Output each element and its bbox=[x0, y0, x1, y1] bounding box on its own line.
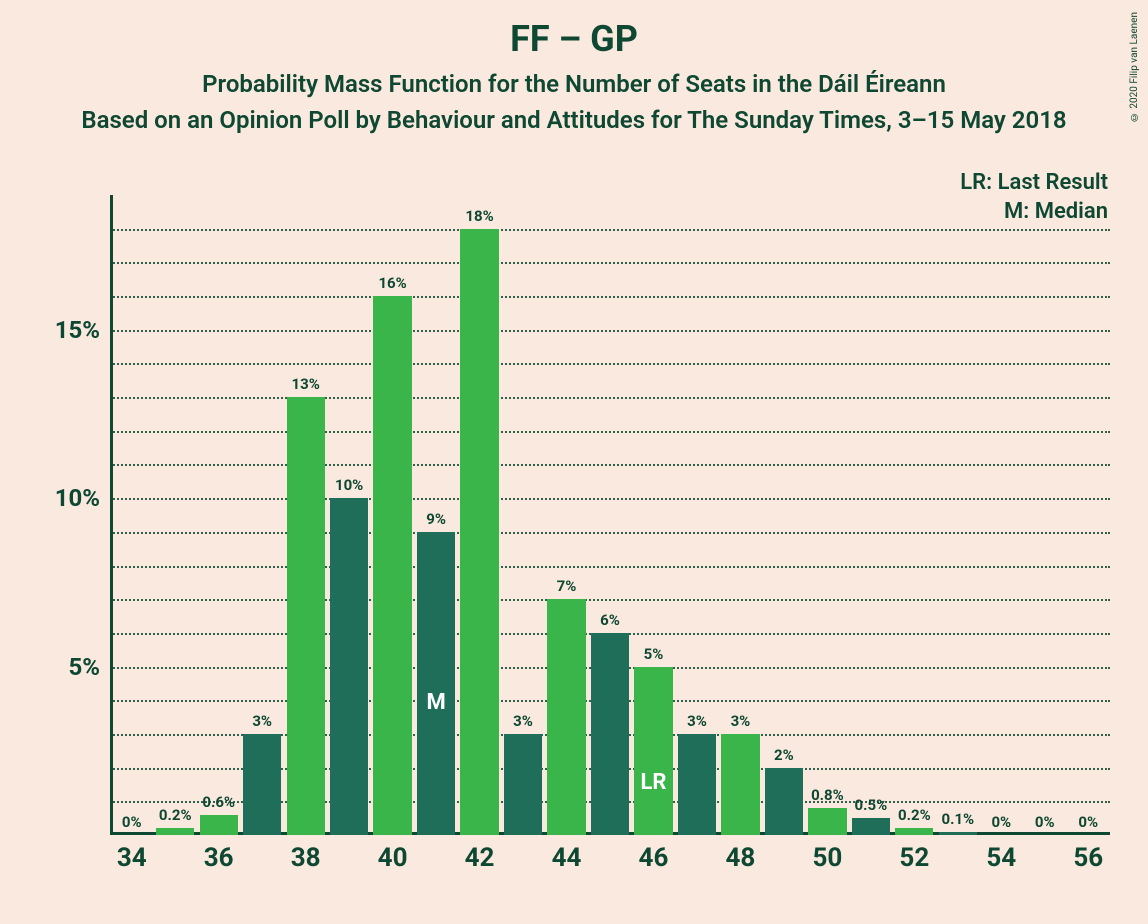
x-axis-tick-label: 40 bbox=[378, 843, 408, 873]
gridline-minor bbox=[110, 498, 1110, 500]
median-marker: M bbox=[426, 690, 445, 715]
chart-bar-label: 9% bbox=[426, 510, 446, 528]
chart-subtitle-1: Probability Mass Function for the Number… bbox=[0, 70, 1148, 98]
y-axis-tick-label: 5% bbox=[68, 653, 100, 681]
chart-bar bbox=[460, 229, 498, 835]
chart-bar bbox=[895, 828, 933, 835]
chart-bar bbox=[504, 734, 542, 835]
gridline-minor bbox=[110, 566, 1110, 568]
chart-titles: FF – GP Probability Mass Function for th… bbox=[0, 0, 1148, 134]
legend-last-result: LR: Last Result bbox=[960, 170, 1108, 195]
gridline-minor bbox=[110, 464, 1110, 466]
chart-bar-label: 13% bbox=[291, 375, 319, 393]
gridline-minor bbox=[110, 532, 1110, 534]
chart-bar-label: 0% bbox=[1078, 813, 1098, 831]
chart-bar bbox=[721, 734, 759, 835]
chart-title: FF – GP bbox=[0, 18, 1148, 60]
chart-bar-label: 3% bbox=[252, 712, 272, 730]
copyright-text: © 2020 Filip van Laenen bbox=[1129, 12, 1140, 122]
chart-bar-label: 0.2% bbox=[159, 806, 192, 824]
chart-bar-label: 0.6% bbox=[202, 793, 235, 811]
chart-subtitle-2: Based on an Opinion Poll by Behaviour an… bbox=[0, 106, 1148, 134]
chart-bar-label: 5% bbox=[644, 645, 664, 663]
chart-bar bbox=[330, 498, 368, 835]
gridline-minor bbox=[110, 363, 1110, 365]
chart-bar bbox=[200, 815, 238, 835]
chart-bar-label: 0.1% bbox=[941, 810, 974, 828]
chart-bar-label: 0% bbox=[991, 813, 1011, 831]
x-axis-tick-label: 44 bbox=[552, 843, 582, 873]
gridline-minor bbox=[110, 229, 1110, 231]
chart-bar bbox=[417, 532, 455, 835]
x-axis-tick-label: 38 bbox=[291, 843, 321, 873]
chart-bar bbox=[287, 397, 325, 835]
chart-bar-label: 3% bbox=[731, 712, 751, 730]
chart-bar bbox=[765, 768, 803, 835]
x-axis-tick-label: 56 bbox=[1073, 843, 1103, 873]
chart-bar bbox=[939, 832, 977, 835]
last-result-marker: LR bbox=[640, 770, 666, 795]
chart-bar-label: 0.8% bbox=[811, 786, 844, 804]
chart-bar bbox=[243, 734, 281, 835]
x-axis-tick-label: 34 bbox=[117, 843, 147, 873]
chart-bar-label: 6% bbox=[600, 611, 620, 629]
chart-bar bbox=[678, 734, 716, 835]
chart-bar bbox=[547, 599, 585, 835]
x-axis-tick-label: 46 bbox=[639, 843, 669, 873]
chart-bar-label: 7% bbox=[557, 577, 577, 595]
plot-region: 5%10%15%3436384042444648505254560%0.2%0.… bbox=[110, 195, 1110, 835]
chart-bar bbox=[373, 296, 411, 835]
gridline-minor bbox=[110, 431, 1110, 433]
chart-bar-label: 16% bbox=[378, 274, 406, 292]
chart-bar-label: 0.2% bbox=[898, 806, 931, 824]
y-axis-tick-label: 10% bbox=[55, 484, 100, 512]
chart-bar-label: 3% bbox=[513, 712, 533, 730]
x-axis-tick-label: 48 bbox=[726, 843, 756, 873]
x-axis-tick-label: 52 bbox=[899, 843, 929, 873]
chart-bar-label: 0% bbox=[1035, 813, 1055, 831]
gridline-minor bbox=[110, 599, 1110, 601]
gridline-minor bbox=[110, 330, 1110, 332]
x-axis-tick-label: 42 bbox=[465, 843, 495, 873]
x-axis-tick-label: 54 bbox=[986, 843, 1016, 873]
chart-bar-label: 0.5% bbox=[855, 796, 888, 814]
x-axis-tick-label: 50 bbox=[812, 843, 842, 873]
gridline-minor bbox=[110, 397, 1110, 399]
chart-bar-label: 18% bbox=[465, 207, 493, 225]
gridline-minor bbox=[110, 296, 1110, 298]
y-axis-tick-label: 15% bbox=[55, 316, 100, 344]
chart-plot-area: 5%10%15%3436384042444648505254560%0.2%0.… bbox=[110, 195, 1110, 835]
chart-bar-label: 2% bbox=[774, 746, 794, 764]
chart-bar bbox=[156, 828, 194, 835]
chart-bar-label: 0% bbox=[122, 813, 142, 831]
y-axis-line bbox=[110, 195, 113, 835]
x-axis-tick-label: 36 bbox=[204, 843, 234, 873]
chart-bar bbox=[852, 818, 890, 835]
gridline-minor bbox=[110, 262, 1110, 264]
chart-bar-label: 10% bbox=[335, 476, 363, 494]
chart-bar-label: 3% bbox=[687, 712, 707, 730]
chart-bar bbox=[808, 808, 846, 835]
chart-bar bbox=[634, 667, 672, 835]
chart-bar bbox=[591, 633, 629, 835]
